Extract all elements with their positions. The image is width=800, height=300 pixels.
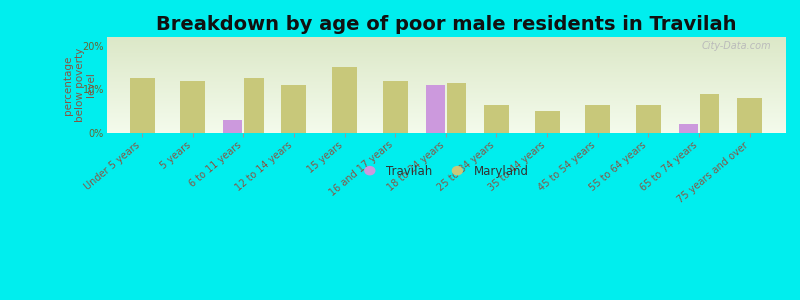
Bar [332, 68, 357, 133]
Bar [282, 85, 306, 133]
Bar [180, 81, 206, 133]
Bar [534, 111, 559, 133]
Bar [636, 105, 661, 133]
Bar [585, 105, 610, 133]
Bar [382, 81, 408, 133]
Title: Breakdown by age of poor male residents in Travilah: Breakdown by age of poor male residents … [155, 15, 736, 34]
Bar [223, 120, 242, 133]
Bar [678, 124, 698, 133]
Bar [484, 105, 509, 133]
Legend: Travilah, Maryland: Travilah, Maryland [358, 160, 534, 183]
Bar [737, 98, 762, 133]
Text: City-Data.com: City-Data.com [702, 41, 771, 51]
Bar [700, 94, 719, 133]
Bar [130, 78, 154, 133]
Y-axis label: percentage
below poverty
level: percentage below poverty level [63, 48, 96, 122]
Bar [244, 78, 263, 133]
Bar [446, 83, 466, 133]
Bar [426, 85, 445, 133]
